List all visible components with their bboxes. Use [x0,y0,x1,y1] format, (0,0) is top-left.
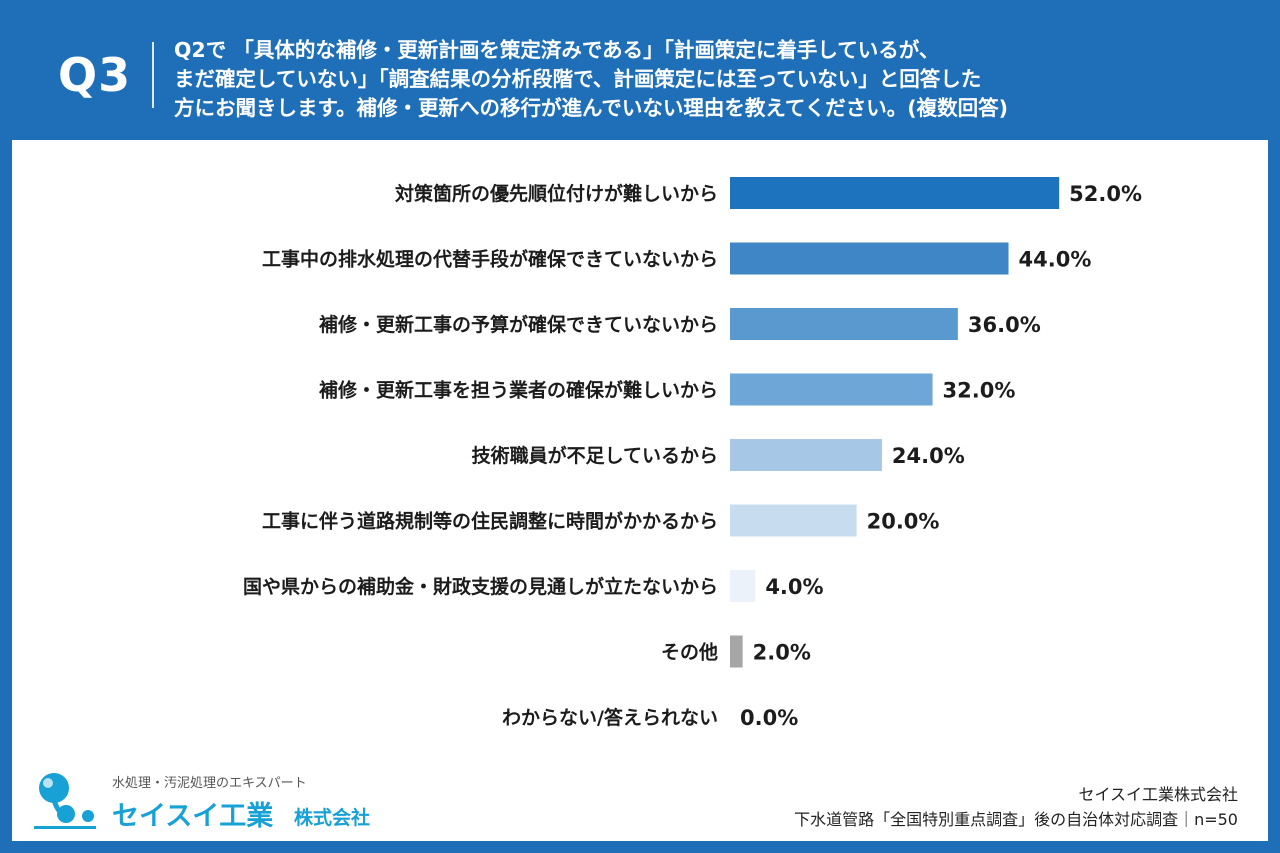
question-line-3: 方にお聞きします。補修・更新への移行が進んでいない理由を教えてください。(複数回… [174,96,1009,120]
bar [730,308,958,340]
bar [730,504,857,537]
bar [730,439,882,471]
category-label: 補修・更新工事を担う業者の確保が難しいから [318,379,718,402]
category-label: 補修・更新工事の予算が確保できていないから [318,313,718,336]
chart-panel: 対策箇所の優先順位付けが難しいから 52.0% 工事中の排水処理の代替手段が確保でき… [12,140,1268,841]
value-label: 52.0% [1069,182,1142,206]
bar [730,635,743,668]
bar [730,242,1009,275]
value-label: 32.0% [943,379,1016,403]
company-logo: 水処理・汚泥処理のエキスパート セイスイ工業 株式会社 [32,768,412,838]
category-label: 国や県からの補助金・財政支援の見通しが立たないから [243,575,718,598]
category-label: 技術職員が不足しているから [472,444,718,467]
question-number: Q3 [58,48,132,102]
category-label: 対策箇所の優先順位付けが難しいから [394,182,718,205]
logo-name: セイスイ工業 [112,801,274,832]
logo-mark-icon [34,773,96,829]
value-label: 20.0% [867,510,940,534]
value-label: 36.0% [968,313,1041,337]
question-line-1: Q2で 「具体的な補修・更新計画を策定済みである」「計画策定に着手しているが、 [174,38,940,62]
logo-suffix: 株式会社 [294,807,371,829]
value-label: 0.0% [740,706,798,730]
category-label: 工事中の排水処理の代替手段が確保できていないから [262,248,718,271]
value-label: 44.0% [1019,248,1092,272]
source-survey: 下水道管路「全国特別重点調査」後の自治体対応調査｜n=50 [794,810,1238,829]
question-line-2: まだ確定していない」「調査結果の分析段階で、計画策定には至っていない」と回答した [174,67,982,91]
value-label: 2.0% [753,641,811,665]
bar [730,570,756,602]
header-divider [152,42,154,108]
source-note: セイスイ工業株式会社 下水道管路「全国特別重点調査」後の自治体対応調査｜n=50 [794,782,1238,832]
bar [730,373,933,406]
logo-tagline: 水処理・汚泥処理のエキスパート [112,776,307,791]
category-label: 工事に伴う道路規制等の住民調整に時間がかかるから [262,510,718,533]
category-label: わからない/答えられない [502,706,718,729]
question-text: Q2で 「具体的な補修・更新計画を策定済みである」「計画策定に着手しているが、 … [174,36,1254,123]
question-header: Q3 Q2で 「具体的な補修・更新計画を策定済みである」「計画策定に着手している… [0,0,1280,140]
value-label: 4.0% [765,575,823,599]
category-label: その他 [661,641,718,664]
source-company: セイスイ工業株式会社 [1078,785,1238,804]
bar-chart: 対策箇所の優先順位付けが難しいから 52.0% 工事中の排水処理の代替手段が確保でき… [243,177,1142,730]
bar [730,177,1060,209]
value-label: 24.0% [892,444,965,468]
